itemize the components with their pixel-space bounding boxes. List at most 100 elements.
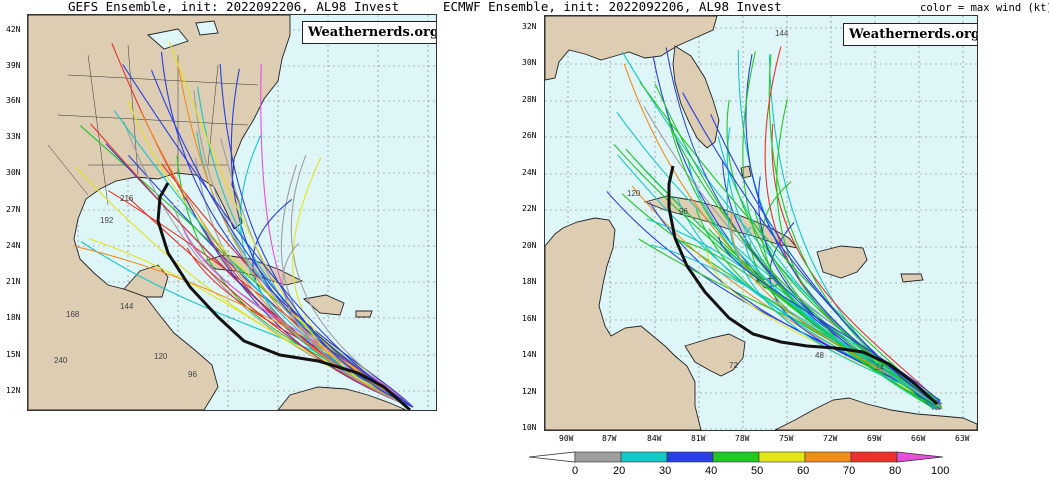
- ecmwf-member-track: [613, 143, 943, 410]
- gefs-hour-168: 168: [66, 310, 80, 319]
- gefs-hour-120: 120: [154, 352, 168, 361]
- colorbar-tick: 100: [931, 465, 950, 477]
- ecmwf-member-track: [706, 244, 938, 407]
- ecmwf-lat-label: 20N: [522, 241, 537, 250]
- yucatan-land: [123, 264, 169, 298]
- gefs-lat-label: 15N: [6, 350, 21, 359]
- ecmwf-lat-label: 10N: [522, 423, 537, 432]
- gulf-coast-land: [545, 16, 718, 81]
- ecmwf-lat-label: 12N: [522, 387, 537, 396]
- gefs-member-track: [193, 90, 414, 408]
- gefs-lat-label: 24N: [6, 241, 21, 250]
- ecmwf-member-track: [726, 171, 941, 402]
- ecmwf-lon-label: 69W: [867, 434, 882, 443]
- colorbar-tick: 40: [705, 465, 718, 477]
- ecmwf-member-track: [676, 196, 935, 402]
- colorbar-high-end: [896, 451, 944, 463]
- colorbar-segment: [804, 451, 852, 463]
- colorbar-low-end: [528, 451, 576, 463]
- south-america-land: [277, 386, 407, 410]
- colorbar-tick: 80: [889, 465, 902, 477]
- ecmwf-lat-label: 18N: [522, 277, 537, 286]
- ecmwf-lon-label: 75W: [779, 434, 794, 443]
- gefs-map-svg: 240 216 192 168 144 120 96: [28, 15, 436, 410]
- ecmwf-member-track: [646, 218, 935, 409]
- gefs-hour-144: 144: [120, 302, 134, 311]
- ecmwf-member-track: [682, 92, 937, 404]
- ecmwf-mean-track: [667, 165, 939, 406]
- ecmwf-lat-label: 28N: [522, 95, 537, 104]
- ecmwf-lat-label: 16N: [522, 314, 537, 323]
- ecmwf-lon-label: 84W: [647, 434, 662, 443]
- gefs-panel: GEFS Ensemble, init: 2022092206, AL98 In…: [0, 0, 440, 412]
- colorbar-tick: 0: [572, 465, 579, 477]
- gefs-hour-192: 192: [100, 216, 114, 225]
- ecmwf-member-track: [742, 51, 938, 403]
- ecmwf-lon-label: 87W: [602, 434, 617, 443]
- ecmwf-member-track: [721, 161, 943, 405]
- ecmwf-lon-label: 72W: [823, 434, 838, 443]
- ecmwf-hour-72: 72: [729, 361, 738, 370]
- colorbar-tick: 20: [613, 465, 626, 477]
- ecmwf-land: [545, 16, 977, 430]
- gefs-lat-label: 12N: [6, 386, 21, 395]
- gefs-hour-labels: 240 216 192 168 144 120 96: [54, 194, 197, 379]
- ecmwf-member-track: [718, 236, 941, 402]
- ecmwf-hour-labels: 144 120 96 72 48 24: [627, 29, 884, 372]
- ecmwf-panel: ECMWF Ensemble, init: 2022092206, AL98 I…: [443, 0, 1049, 501]
- ecmwf-hour-120: 120: [627, 189, 641, 198]
- ecmwf-lat-label: 30N: [522, 58, 537, 67]
- ecmwf-member-tracks: [606, 46, 943, 411]
- gefs-map: 240 216 192 168 144 120 96 Weathernerds.…: [27, 14, 437, 411]
- ecmwf-lat-label: 26N: [522, 131, 537, 140]
- wind-colorbar: [528, 451, 944, 463]
- colorbar-segment: [620, 451, 668, 463]
- ecmwf-member-track: [676, 239, 938, 408]
- florida-land: [672, 45, 720, 149]
- gefs-lat-label: 36N: [6, 96, 21, 105]
- gefs-hour-240: 240: [54, 356, 68, 365]
- hispaniola-land: [816, 245, 868, 279]
- gefs-title: GEFS Ensemble, init: 2022092206, AL98 In…: [68, 0, 400, 14]
- ecmwf-member-track: [650, 244, 934, 401]
- colorbar-segment: [666, 451, 714, 463]
- colorbar-segment: [574, 451, 622, 463]
- gefs-watermark: Weathernerds.org: [302, 21, 436, 44]
- puerto-rico-land: [355, 310, 373, 318]
- colorbar-tick: 50: [751, 465, 764, 477]
- ecmwf-hour-24: 24: [875, 363, 884, 372]
- ecmwf-lat-label: 14N: [522, 350, 537, 359]
- ecmwf-lon-label: 90W: [559, 434, 574, 443]
- colorbar-segment: [850, 451, 898, 463]
- ecmwf-hour-144: 144: [775, 29, 789, 38]
- gefs-member-track: [128, 197, 414, 408]
- hispaniola-land: [303, 294, 345, 316]
- gefs-mean-track: [156, 182, 411, 410]
- great-lake-1: [147, 28, 189, 50]
- gefs-member-track: [282, 243, 414, 408]
- ecmwf-map-svg: 144 120 96 72 48 24: [545, 16, 977, 430]
- central-america-south-land: [684, 333, 746, 377]
- gefs-lat-label: 21N: [6, 277, 21, 286]
- gefs-lat-label: 30N: [6, 168, 21, 177]
- great-lake-2: [195, 20, 219, 36]
- ecmwf-lat-label: 32N: [522, 22, 537, 31]
- colorbar-segment: [712, 451, 760, 463]
- colorbar-segments: [528, 451, 944, 463]
- ecmwf-lat-label: 22N: [522, 204, 537, 213]
- ecmwf-lon-label: 63W: [955, 434, 970, 443]
- ecmwf-hour-48: 48: [815, 351, 824, 360]
- gefs-hour-216: 216: [120, 194, 134, 203]
- mexico-yucatan-land: [545, 217, 702, 430]
- colorbar-segment: [758, 451, 806, 463]
- ecmwf-lon-label: 66W: [911, 434, 926, 443]
- colorbar-tick: 30: [659, 465, 672, 477]
- ecmwf-map: 144 120 96 72 48 24 Weathernerds.org: [544, 15, 978, 431]
- puerto-rico-land: [900, 273, 924, 283]
- ecmwf-watermark: Weathernerds.org: [843, 23, 977, 46]
- gefs-member-track: [219, 63, 414, 408]
- gefs-member-track: [168, 41, 414, 408]
- south-america-land: [774, 397, 977, 430]
- ecmwf-hour-96: 96: [679, 207, 688, 216]
- ecmwf-lon-label: 78W: [735, 434, 750, 443]
